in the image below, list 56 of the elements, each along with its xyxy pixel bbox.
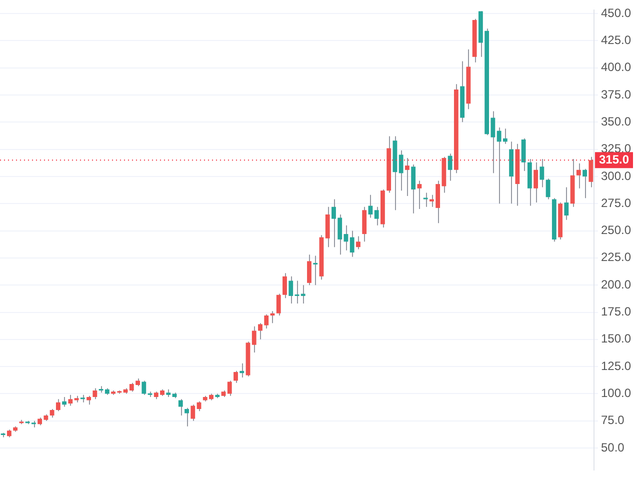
candlestick — [62, 396, 66, 408]
candlestick — [307, 254, 312, 286]
candlestick — [564, 186, 569, 220]
candlestick — [356, 236, 360, 250]
candlestick — [184, 407, 189, 427]
candlestick — [350, 230, 354, 258]
candlestick — [582, 168, 587, 199]
y-tick-label: 225.0 — [600, 250, 632, 264]
candlestick — [300, 284, 306, 304]
candlestick — [313, 255, 318, 286]
candlestick — [521, 138, 526, 172]
y-tick-label: 400.0 — [600, 60, 632, 74]
candlestick — [276, 293, 281, 316]
candlestick — [374, 206, 379, 226]
y-tick-label: 450.0 — [600, 6, 632, 20]
candlestick — [344, 224, 348, 251]
candlestick — [196, 400, 202, 412]
candlestick — [56, 398, 60, 412]
candlestick — [325, 206, 330, 248]
candlestick — [448, 153, 452, 182]
y-tick-label: 175.0 — [600, 304, 632, 319]
y-tick-label: 275.0 — [600, 196, 632, 210]
y-tick-label: 75.0 — [600, 413, 625, 428]
candlestick — [405, 157, 410, 196]
y-tick-label: 50.0 — [600, 440, 625, 454]
y-tick-label: 100.0 — [600, 386, 632, 400]
candlestick — [288, 276, 294, 304]
y-tick-label: 350.0 — [600, 114, 632, 128]
y-tick-label: 125.0 — [600, 358, 632, 373]
candlestick — [411, 164, 416, 214]
candlestick — [362, 206, 367, 242]
candlestick — [398, 150, 404, 192]
candlestick — [234, 370, 238, 384]
candlestick — [178, 398, 183, 416]
candlestick — [540, 158, 544, 188]
y-tick-label: 375.0 — [600, 87, 632, 102]
candlestick — [68, 394, 73, 406]
y-tick-label: 425.0 — [600, 32, 632, 47]
candlestick — [534, 162, 538, 204]
candlestick — [576, 162, 581, 189]
y-tick-label: 250.0 — [600, 223, 632, 238]
candlestick — [252, 326, 256, 353]
candlestick — [227, 380, 232, 396]
candlestick — [588, 156, 594, 188]
y-tick-label: 300.0 — [600, 168, 632, 183]
candlestick — [92, 388, 98, 400]
candlestick — [282, 272, 287, 299]
candlestick — [417, 180, 422, 210]
candlestick — [294, 280, 300, 304]
candlestick — [546, 178, 550, 200]
candlestick — [240, 362, 244, 378]
y-tick-label: 200.0 — [600, 277, 632, 292]
candlestick — [423, 192, 428, 208]
candlestick — [142, 380, 146, 396]
y-tick-label: 150.0 — [600, 332, 632, 346]
candlestick — [190, 404, 196, 422]
